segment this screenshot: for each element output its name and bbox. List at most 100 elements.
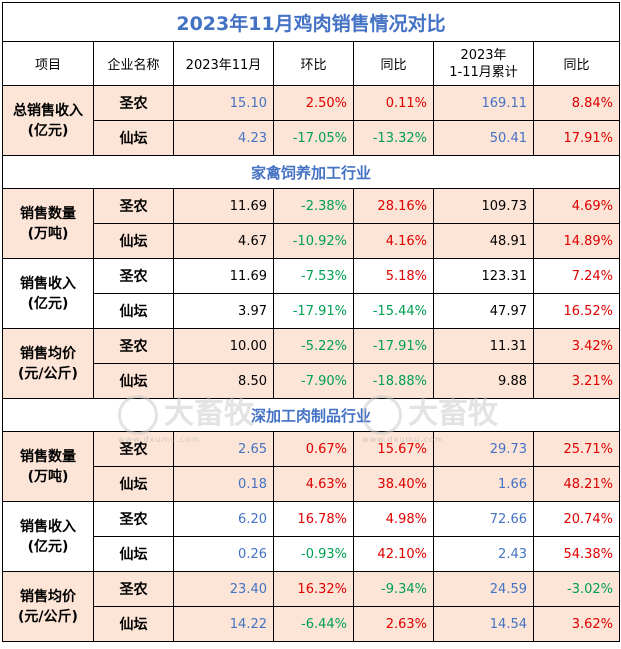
table-row: 仙坛 4.67 -10.92% 4.16% 48.91 14.89% [3, 223, 621, 259]
month-value: 8.50 [173, 363, 274, 399]
month-value: 4.67 [173, 223, 274, 259]
metric-label: 总销售收入 (亿元) [2, 85, 94, 156]
cumulative-yoy-change: -3.02% [532, 571, 621, 607]
table-row: 仙坛 0.18 4.63% 38.40% 1.66 48.21% [3, 466, 621, 502]
company-name: 仙坛 [93, 223, 174, 259]
metric-label-unit: (亿元) [27, 538, 69, 555]
mom-change: -7.53% [273, 258, 354, 294]
yoy-change: 42.10% [353, 536, 434, 572]
month-value: 6.20 [173, 501, 274, 537]
cumulative-value: 29.73 [433, 431, 534, 467]
company-name: 圣农 [93, 431, 174, 467]
month-value: 3.97 [173, 293, 274, 329]
month-value: 11.69 [173, 258, 274, 294]
company-name: 圣农 [93, 501, 174, 537]
header-mom: 环比 [273, 41, 354, 86]
section-title: 家禽饲养加工行业 [1, 155, 621, 189]
cumulative-yoy-change: 48.21% [532, 466, 621, 502]
header-cumulative-line1: 2023年 [460, 47, 507, 63]
cumulative-yoy-change: 17.91% [532, 120, 621, 156]
metric-label: 销售数量 (万吨) [2, 431, 94, 502]
cumulative-value: 24.59 [433, 571, 534, 607]
yoy-change: -15.44% [353, 293, 434, 329]
cumulative-value: 47.97 [433, 293, 534, 329]
company-name: 圣农 [93, 188, 174, 224]
metric-label-name: 销售收入 [20, 518, 76, 535]
month-value: 11.69 [173, 188, 274, 224]
mom-change: -6.44% [273, 606, 354, 642]
company-name: 仙坛 [93, 536, 174, 572]
yoy-change: 15.67% [353, 431, 434, 467]
company-name: 仙坛 [93, 363, 174, 399]
company-name: 圣农 [93, 328, 174, 364]
cumulative-yoy-change: 16.52% [532, 293, 621, 329]
company-name: 圣农 [93, 571, 174, 607]
mom-change: -2.38% [273, 188, 354, 224]
mom-change: 4.63% [273, 466, 354, 502]
table-row: 仙坛 0.26 -0.93% 42.10% 2.43 54.38% [3, 536, 621, 572]
cumulative-value: 169.11 [433, 85, 534, 121]
metric-label: 销售收入 (亿元) [2, 258, 94, 329]
mom-change: 16.78% [273, 501, 354, 537]
header-cumulative: 2023年 1-11月累计 [433, 41, 534, 86]
cumulative-value: 72.66 [433, 501, 534, 537]
cumulative-yoy-change: 3.42% [532, 328, 621, 364]
metric-label-name: 销售数量 [20, 448, 76, 465]
metric-label-unit: (万吨) [27, 468, 69, 485]
table-row: 销售收入 (亿元) 圣农 6.20 16.78% 4.98% 72.66 20.74% [2, 501, 621, 572]
mom-change: -5.22% [273, 328, 354, 364]
metric-label-name: 销售均价 [20, 345, 76, 362]
month-value: 15.10 [173, 85, 274, 121]
company-name: 仙坛 [93, 120, 174, 156]
company-name: 仙坛 [93, 293, 174, 329]
table-row: 销售均价 (元/公斤) 圣农 23.40 16.32% -9.34% 24.59 -3.02% [2, 571, 621, 642]
mom-change: -17.05% [273, 120, 354, 156]
cumulative-yoy-change: 14.89% [532, 223, 621, 259]
header-item: 项目 [2, 41, 94, 86]
cumulative-yoy-change: 3.62% [532, 606, 621, 642]
month-value: 14.22 [173, 606, 274, 642]
cumulative-value: 11.31 [433, 328, 534, 364]
header-company: 企业名称 [93, 41, 174, 86]
company-name: 圣农 [93, 258, 174, 294]
cumulative-yoy-change: 54.38% [532, 536, 621, 572]
month-value: 2.65 [173, 431, 274, 467]
table-title: 2023年11月鸡肉销售情况对比 [1, 2, 621, 42]
company-name: 圣农 [93, 85, 174, 121]
header-cumulative-yoy: 同比 [532, 41, 621, 86]
cumulative-value: 109.73 [433, 188, 534, 224]
table-row: 销售均价 (元/公斤) 圣农 10.00 -5.22% -17.91% 11.31 3.42% [2, 328, 621, 399]
yoy-change: -18.88% [353, 363, 434, 399]
month-value: 0.18 [173, 466, 274, 502]
metric-label: 销售收入 (亿元) [2, 501, 94, 572]
metric-label-unit: (亿元) [27, 122, 69, 139]
mom-change: -17.91% [273, 293, 354, 329]
yoy-change: -17.91% [353, 328, 434, 364]
metric-label-unit: (元/公斤) [18, 365, 78, 382]
metric-label: 销售数量 (万吨) [2, 188, 94, 259]
yoy-change: 28.16% [353, 188, 434, 224]
cumulative-value: 2.43 [433, 536, 534, 572]
metric-label-unit: (亿元) [27, 295, 69, 312]
metric-label-name: 销售数量 [20, 205, 76, 222]
section-row: 深加工肉制品行业 [1, 398, 621, 432]
mom-change: -0.93% [273, 536, 354, 572]
yoy-change: -13.32% [353, 120, 434, 156]
month-value: 0.26 [173, 536, 274, 572]
table-row: 销售数量 (万吨) 圣农 11.69 -2.38% 28.16% 109.73 4.69% [2, 188, 621, 259]
metric-label: 销售均价 (元/公斤) [2, 328, 94, 399]
metric-label-name: 销售收入 [20, 275, 76, 292]
section-row: 家禽饲养加工行业 [1, 155, 621, 189]
mom-change: 0.67% [273, 431, 354, 467]
metric-label-unit: (万吨) [27, 225, 69, 242]
table-row: 仙坛 3.97 -17.91% -15.44% 47.97 16.52% [3, 293, 621, 329]
header-yoy: 同比 [353, 41, 434, 86]
cumulative-value: 1.66 [433, 466, 534, 502]
cumulative-yoy-change: 20.74% [532, 501, 621, 537]
yoy-change: -9.34% [353, 571, 434, 607]
cumulative-yoy-change: 25.71% [532, 431, 621, 467]
mom-change: 16.32% [273, 571, 354, 607]
cumulative-yoy-change: 7.24% [532, 258, 621, 294]
month-value: 23.40 [173, 571, 274, 607]
